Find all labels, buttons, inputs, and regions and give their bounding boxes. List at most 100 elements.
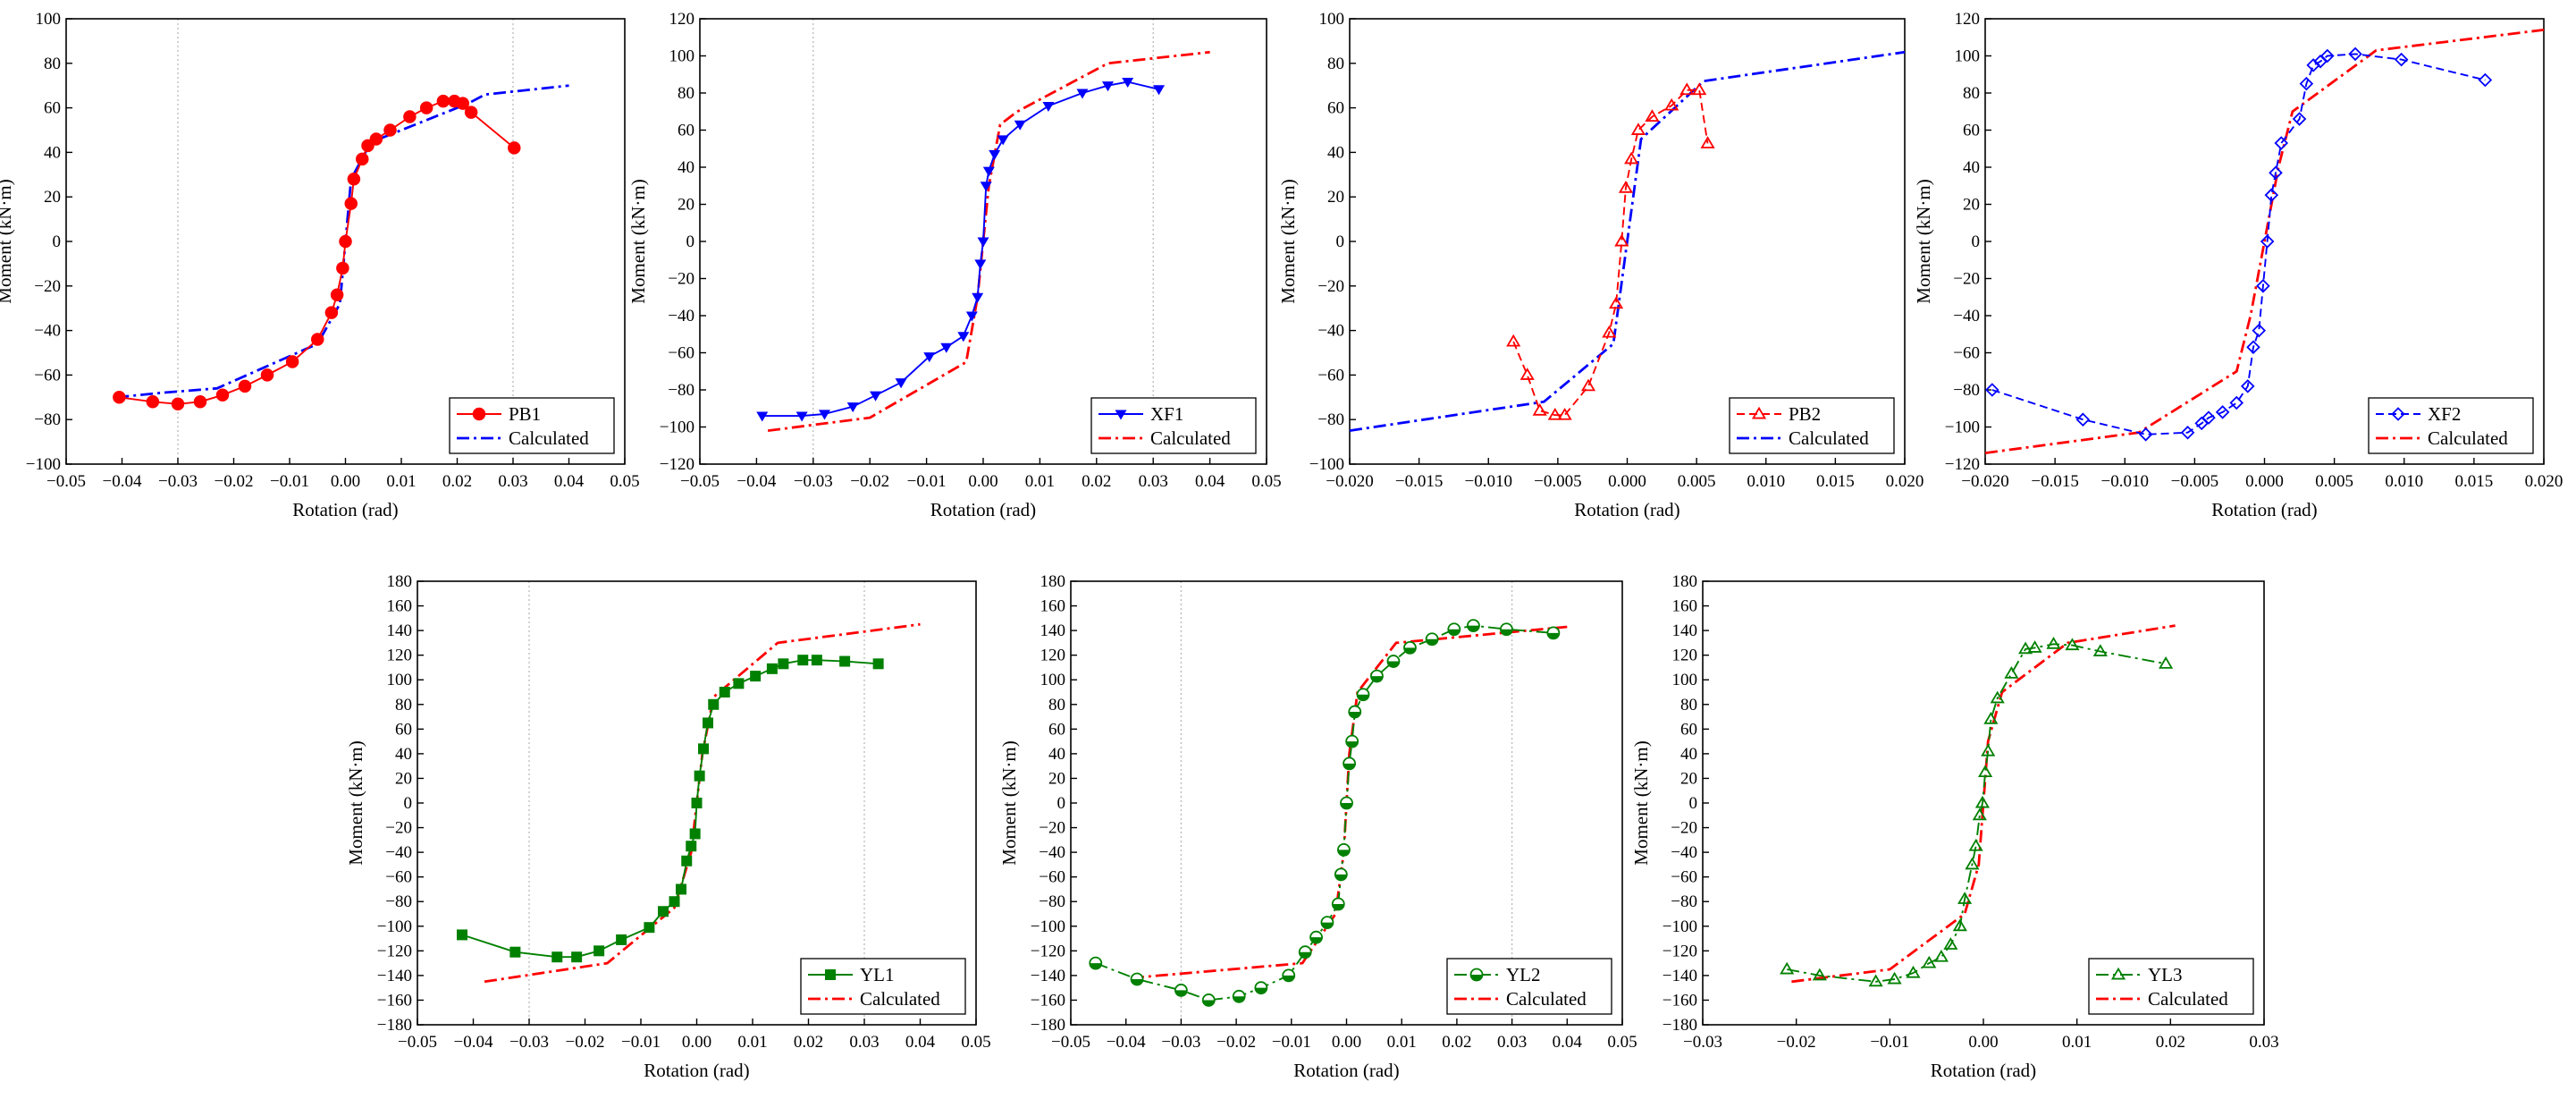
data-point-half — [1321, 922, 1334, 929]
x-tick-label: −0.05 — [398, 1033, 437, 1052]
x-tick-label: −0.05 — [1051, 1033, 1090, 1052]
data-point — [336, 261, 349, 275]
x-tick-label: −0.02 — [566, 1033, 605, 1052]
y-tick-label: −40 — [1039, 843, 1065, 862]
data-point — [658, 906, 669, 917]
y-tick-label: 100 — [36, 10, 62, 29]
legend-marker — [472, 407, 486, 421]
data-point — [1520, 368, 1535, 380]
chart-yl1: −0.05 −0.04 −0.03 −0.02 −0.01 0.00 0.01 0.02 0.0… — [345, 572, 991, 1081]
data-point — [2260, 234, 2275, 249]
series-pb1 — [113, 94, 521, 411]
series-yl1 — [457, 655, 884, 963]
y-tick-label: −20 — [1953, 270, 1980, 289]
y-tick-label: 100 — [1955, 47, 1981, 66]
y-axis-label: Moment (kN·m) — [627, 179, 649, 303]
y-tick-label: −20 — [34, 277, 61, 296]
y-tick-label: 60 — [1963, 122, 1980, 140]
x-tick-label: 0.000 — [2245, 472, 2284, 491]
y-tick-label: 120 — [1040, 647, 1066, 665]
y-tick-label: 100 — [1040, 671, 1066, 689]
data-point — [1985, 383, 1999, 397]
data-point — [1403, 641, 1417, 655]
data-point — [2274, 136, 2289, 150]
data-point — [719, 687, 730, 697]
data-point — [1331, 897, 1345, 911]
data-point — [2299, 76, 2314, 91]
y-axis-label: Moment (kN·m) — [345, 740, 366, 865]
data-point — [1232, 989, 1246, 1003]
chart-yl3: −0.03 −0.02 −0.01 0.00 0.01 0.02 0.03 −180 −160 −… — [1630, 572, 2279, 1081]
x-tick-label: −0.01 — [907, 472, 947, 491]
y-tick-label: 160 — [387, 597, 413, 616]
x-tick-label: 0.05 — [1607, 1033, 1637, 1052]
y-tick-label: 140 — [1672, 621, 1698, 640]
data-point — [1957, 892, 1973, 904]
data-point — [691, 798, 703, 808]
data-point — [2269, 165, 2283, 180]
data-point — [1978, 765, 1993, 778]
x-tick-label: −0.02 — [1216, 1033, 1256, 1052]
data-point — [1506, 334, 1521, 347]
data-point — [1042, 101, 1055, 113]
data-point — [1447, 622, 1461, 637]
data-point — [285, 355, 299, 368]
data-point — [1201, 993, 1216, 1007]
x-tick-label: −0.010 — [2101, 472, 2149, 491]
data-point — [2394, 52, 2409, 67]
data-point — [1630, 123, 1646, 135]
legend-box — [1090, 397, 1257, 454]
y-tick-label: 80 — [44, 55, 61, 73]
data-point-half — [1310, 937, 1323, 943]
x-tick-label: 0.01 — [2062, 1033, 2092, 1052]
legend-label: Calculated — [1150, 427, 1231, 449]
data-point — [436, 94, 450, 108]
y-tick-label: −20 — [668, 270, 695, 289]
x-tick-label: 0.015 — [1816, 472, 1855, 491]
data-point — [980, 182, 992, 192]
data-point — [1602, 325, 1617, 338]
data-point — [616, 934, 627, 945]
data-point — [1983, 712, 1999, 724]
data-point — [2292, 112, 2307, 126]
data-point-half — [1283, 975, 1295, 982]
data-point — [1887, 971, 1902, 985]
x-tick-label: 0.05 — [1251, 472, 1281, 491]
data-point — [1345, 734, 1360, 748]
y-tick-label: 180 — [387, 572, 413, 591]
series-xf2 — [1985, 46, 2493, 442]
data-point — [997, 135, 1009, 146]
data-point — [1101, 81, 1114, 92]
legend-label: Calculated — [2428, 427, 2508, 449]
data-point — [403, 110, 417, 123]
y-tick-label: 140 — [387, 621, 413, 640]
data-point — [1968, 838, 1983, 851]
x-tick-label: −0.05 — [46, 472, 86, 491]
data-point — [1974, 795, 1991, 808]
series-calculated — [1349, 50, 1906, 432]
y-tick-label: −40 — [1671, 843, 1697, 862]
x-tick-label: 0.000 — [1608, 472, 1646, 491]
data-point — [694, 770, 705, 782]
y-tick-label: −120 — [1031, 942, 1065, 960]
series-yl2 — [1089, 619, 1561, 1007]
data-point — [1990, 690, 2005, 704]
data-point — [1467, 619, 1480, 632]
data-point — [1076, 89, 1089, 99]
data-point-half — [1357, 694, 1369, 701]
legend-marker — [1469, 968, 1484, 982]
legend-label: YL2 — [1506, 964, 1541, 985]
y-tick-label: 0 — [1336, 232, 1345, 251]
data-point — [1122, 78, 1134, 89]
data-point-half — [1255, 987, 1267, 994]
y-tick-label: −20 — [1039, 819, 1065, 838]
x-tick-label: 0.00 — [331, 472, 360, 491]
data-point — [1692, 82, 1707, 96]
data-point — [1174, 984, 1188, 997]
data-point — [977, 237, 989, 248]
data-point — [1153, 85, 1166, 96]
x-tick-label: 0.020 — [1886, 472, 1924, 491]
x-tick-label: −0.01 — [1870, 1033, 1909, 1052]
y-tick-label: 20 — [44, 188, 61, 207]
